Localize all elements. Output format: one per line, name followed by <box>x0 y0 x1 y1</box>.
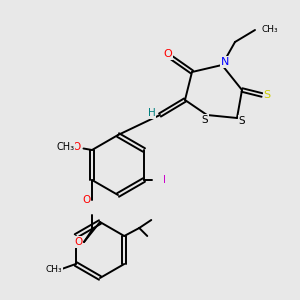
Text: I: I <box>164 175 166 185</box>
Text: CH₃: CH₃ <box>56 142 75 152</box>
Text: S: S <box>239 116 245 126</box>
Text: S: S <box>263 90 271 100</box>
Text: O: O <box>164 49 172 59</box>
Text: O: O <box>74 237 82 247</box>
Text: O: O <box>72 142 81 152</box>
Text: S: S <box>202 115 208 125</box>
Text: H: H <box>148 108 156 118</box>
Text: N: N <box>221 57 229 67</box>
Text: CH₃: CH₃ <box>45 265 62 274</box>
Text: CH₃: CH₃ <box>261 26 278 34</box>
Text: O: O <box>82 195 90 205</box>
